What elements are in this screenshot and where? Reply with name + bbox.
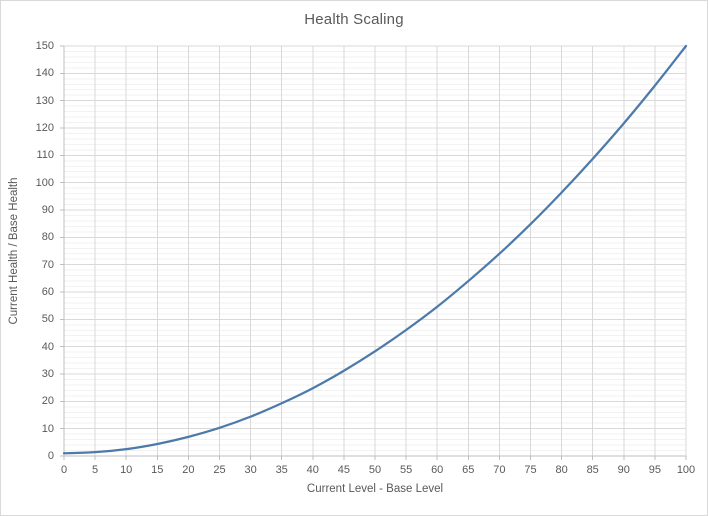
y-tick-label: 70 bbox=[41, 258, 54, 271]
y-axis-title: Current Health / Base Health bbox=[8, 177, 20, 325]
x-tick-label: 65 bbox=[462, 464, 475, 476]
y-tick-label: 140 bbox=[35, 67, 54, 80]
y-tick-label: 60 bbox=[41, 286, 54, 298]
tick-marks bbox=[60, 45, 687, 460]
y-tick-label: 80 bbox=[41, 231, 54, 244]
y-tick-label: 130 bbox=[35, 94, 54, 107]
x-tick-label: 100 bbox=[676, 464, 696, 476]
x-tick-label: 80 bbox=[555, 464, 568, 476]
y-tick-label: 10 bbox=[41, 422, 54, 435]
x-tick-label: 35 bbox=[275, 464, 288, 476]
plot-area bbox=[60, 44, 688, 460]
y-tick-label: 110 bbox=[36, 149, 54, 162]
y-tick-label: 0 bbox=[47, 450, 54, 462]
x-tick-label: 85 bbox=[586, 464, 599, 476]
x-tick-label: 45 bbox=[337, 464, 351, 476]
y-tick-label: 20 bbox=[41, 395, 54, 408]
y-tick-label: 40 bbox=[41, 340, 54, 353]
x-tick-label: 75 bbox=[524, 464, 537, 476]
y-tick-label: 30 bbox=[41, 368, 54, 380]
x-tick-label: 25 bbox=[213, 464, 226, 476]
x-tick-label: 50 bbox=[368, 464, 382, 476]
x-tick-label: 40 bbox=[306, 464, 319, 476]
chart-title: Health Scaling bbox=[304, 11, 404, 28]
y-tick-label: 120 bbox=[35, 122, 54, 134]
y-tick-label: 90 bbox=[41, 204, 54, 216]
x-tick-label: 5 bbox=[92, 464, 99, 476]
y-tick-label: 150 bbox=[35, 40, 54, 52]
x-tick-label: 20 bbox=[182, 464, 195, 476]
x-tick-label: 10 bbox=[120, 464, 133, 476]
x-tick-label: 55 bbox=[399, 464, 413, 476]
series-line-health-scaling bbox=[62, 44, 688, 455]
x-tick-label: 60 bbox=[431, 464, 444, 476]
x-tick-label: 90 bbox=[617, 464, 630, 476]
major-gridlines bbox=[64, 45, 687, 456]
x-tick-label: 15 bbox=[151, 464, 164, 476]
x-tick-label: 70 bbox=[493, 464, 506, 476]
x-tick-label: 95 bbox=[648, 464, 662, 476]
y-tick-label: 50 bbox=[41, 313, 54, 326]
x-tick-label: 0 bbox=[60, 464, 68, 476]
x-axis-title: Current Level - Base Level bbox=[306, 483, 444, 495]
plot-svg bbox=[60, 44, 688, 460]
x-tick-label: 30 bbox=[244, 464, 257, 476]
y-tick-label: 100 bbox=[35, 176, 54, 189]
